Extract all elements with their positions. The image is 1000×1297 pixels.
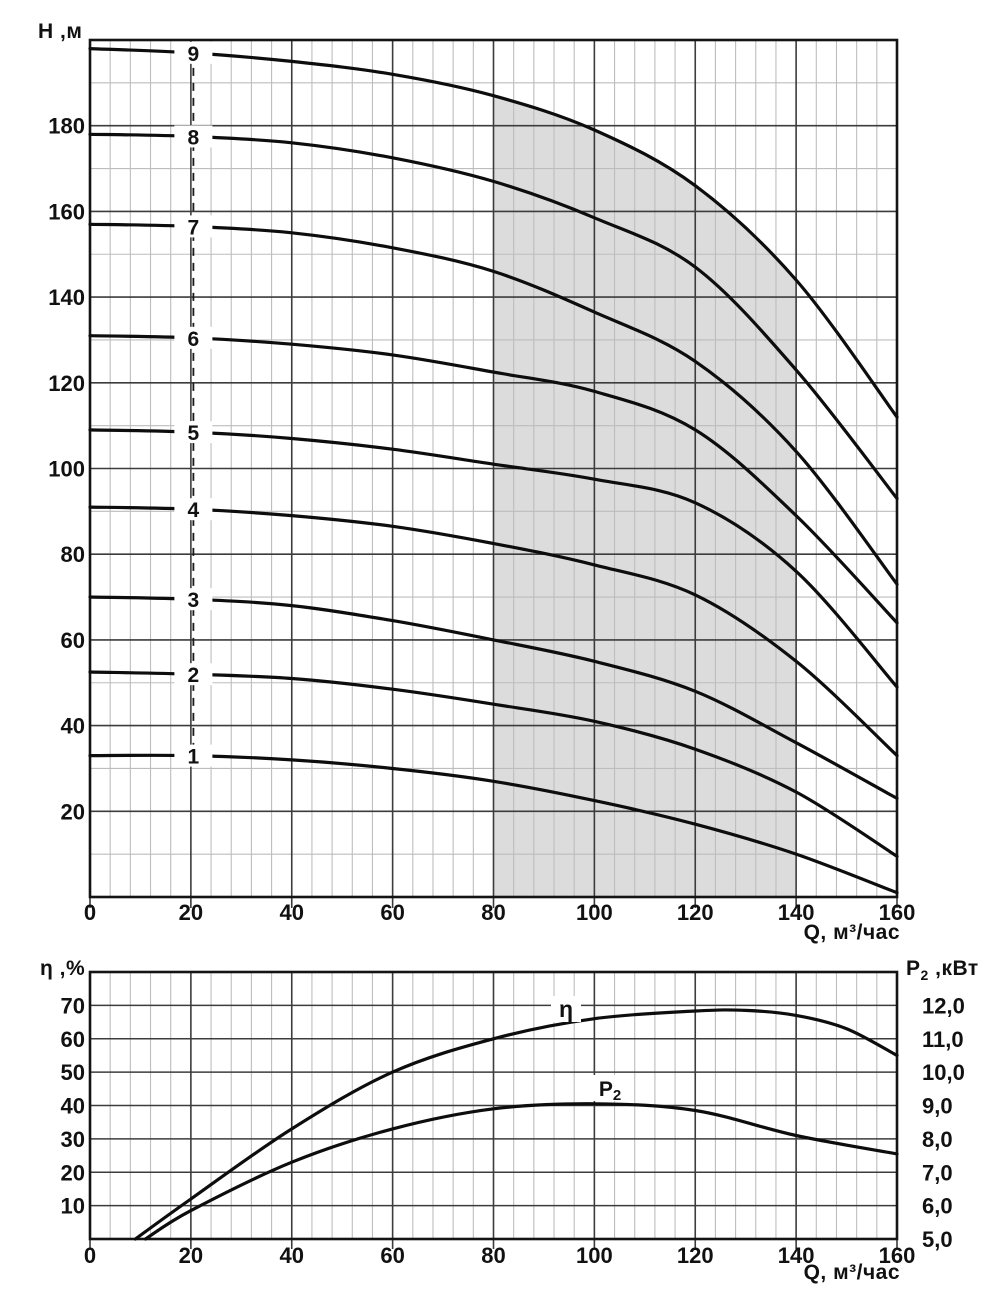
power-axis-label-main: P: [906, 957, 921, 980]
top-flow-tick-label: 20: [179, 900, 203, 925]
pump-curve-9: [88, 47, 899, 419]
head-tick-label: 60: [61, 628, 85, 653]
top-flow-axis-unit-label: Q, м³/час: [803, 921, 900, 944]
bottom-flow-tick-label: 60: [380, 1243, 404, 1268]
bottom-flow-tick-label: 40: [280, 1243, 304, 1268]
power-tick-label: 9,0: [922, 1094, 953, 1119]
bottom-grid-major: [89, 972, 898, 1249]
power-tick-label: 12,0: [922, 993, 965, 1018]
pump-curve-2: [88, 670, 899, 858]
head-tick-label: 120: [48, 371, 85, 396]
power-axis-unit-label: P2 ,кВт: [906, 957, 979, 983]
efficiency-tick-label: 70: [61, 993, 85, 1018]
bottom-flow-axis-unit-label: Q, м³/час: [803, 1261, 900, 1284]
power-tick-label: 6,0: [922, 1194, 953, 1219]
efficiency-tick-label: 60: [61, 1027, 85, 1052]
pump-curve-3: [88, 595, 899, 800]
pump-curve-5: [88, 428, 899, 689]
stage-label-gap: [174, 421, 213, 444]
stage-label-3: 3: [188, 589, 200, 612]
bottom-flow-tick-label: 100: [576, 1243, 613, 1268]
stage-label-6: 6: [188, 328, 200, 351]
efficiency-power-chart: ηP27060504030201012,011,010,09,08,07,06,…: [61, 970, 965, 1268]
efficiency-tick-label: 30: [61, 1127, 85, 1152]
power-axis-label-rest: ,кВт: [928, 957, 979, 980]
power-curve: [143, 1102, 899, 1241]
bottom-flow-tick-label: 0: [84, 1243, 96, 1268]
stage-label-gap: [174, 663, 213, 686]
power-tick-label: 11,0: [922, 1027, 964, 1052]
stage-label-gap: [174, 326, 213, 349]
stage-label-9: 9: [188, 43, 200, 66]
bottom-flow-tick-label: 140: [778, 1243, 815, 1268]
pump-curve-6: [88, 334, 899, 625]
stage-label-gap: [174, 744, 213, 767]
efficiency-tick-label: 10: [61, 1194, 85, 1219]
pump-curve-4: [88, 505, 899, 758]
power-tick-label: 5,0: [922, 1227, 953, 1252]
top-flow-tick-label: 80: [481, 900, 505, 925]
stage-label-2: 2: [188, 664, 200, 687]
power-tick-label: 10,0: [922, 1060, 965, 1085]
bottom-chart-border: [88, 970, 899, 1241]
efficiency-tick-label: 40: [61, 1094, 85, 1119]
stage-label-gap: [174, 588, 213, 611]
head-tick-label: 180: [48, 114, 85, 139]
stage-label-4: 4: [188, 499, 200, 522]
power-axis-label-sub: 2: [920, 967, 929, 984]
stage-label-gap: [174, 215, 213, 238]
stage-label-8: 8: [188, 126, 200, 149]
head-capacity-chart: 9 8 7 6 5 4 3 2 1 180 160 140 120 100 80 60 40 20 0 20 40 60 8…: [48, 38, 916, 925]
top-flow-tick-label: 0: [84, 900, 96, 925]
stage-label-1: 1: [188, 746, 200, 769]
head-tick-label: 140: [48, 285, 85, 310]
efficiency-label-gap: [551, 996, 581, 1022]
top-flow-tick-label: 140: [778, 900, 815, 925]
top-flow-tick-label: 120: [677, 900, 714, 925]
efficiency-tick-label: 20: [61, 1160, 85, 1185]
head-tick-label: 80: [61, 542, 85, 567]
stage-label-gap: [174, 41, 213, 64]
head-axis-unit-label: H ,м: [38, 20, 83, 43]
efficiency-curve: [133, 1008, 899, 1241]
head-tick-label: 40: [61, 714, 85, 739]
pump-curve-7: [88, 222, 899, 586]
head-tick-label: 100: [48, 457, 85, 482]
efficiency-axis-unit-label: η ,%: [40, 957, 86, 980]
top-flow-tick-label: 160: [879, 900, 916, 925]
pump-curve-1: [88, 753, 899, 895]
top-chart-border: [88, 38, 899, 899]
bottom-flow-tick-label: 160: [879, 1243, 916, 1268]
top-flow-tick-label: 100: [576, 900, 613, 925]
operating-range-band: [493, 95, 797, 897]
power-tick-label: 8,0: [922, 1127, 953, 1152]
efficiency-tick-label: 50: [61, 1060, 85, 1085]
top-flow-tick-label: 60: [380, 900, 404, 925]
bottom-flow-tick-label: 20: [179, 1243, 203, 1268]
stage-label-gap: [174, 125, 213, 148]
efficiency-curve-label: η: [559, 996, 573, 1022]
bottom-flow-tick-label: 120: [677, 1243, 714, 1268]
stage-label-5: 5: [188, 422, 200, 445]
power-tick-label: 7,0: [922, 1160, 953, 1185]
bottom-flow-tick-label: 80: [481, 1243, 505, 1268]
stage-label-gap: [174, 498, 213, 521]
pump-curve-8: [88, 132, 899, 501]
power-label-gap: [588, 1075, 632, 1101]
head-tick-label: 20: [61, 799, 85, 824]
stage-label-7: 7: [188, 216, 200, 239]
top-flow-tick-label: 40: [280, 900, 304, 925]
head-tick-label: 160: [48, 199, 85, 224]
